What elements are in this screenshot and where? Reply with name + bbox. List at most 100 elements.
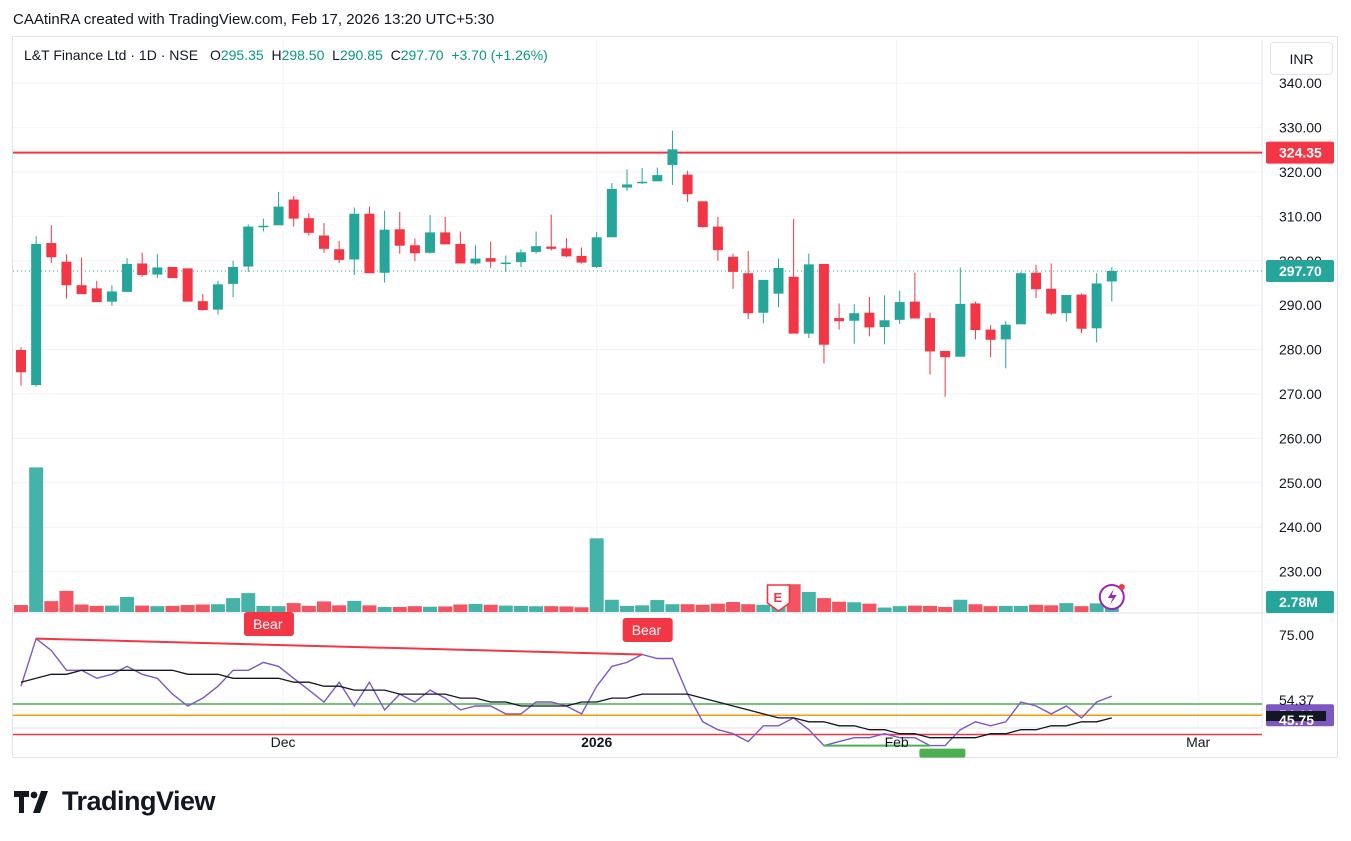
volume-bar — [286, 603, 301, 612]
candle-body[interactable] — [985, 329, 996, 340]
candle-body[interactable] — [1076, 294, 1087, 329]
candle-body[interactable] — [728, 256, 739, 272]
candle-body[interactable] — [167, 267, 178, 279]
price-axis-tick: 320.00 — [1279, 164, 1322, 180]
candle-body[interactable] — [652, 175, 663, 182]
volume-bar — [983, 606, 998, 612]
close-value: 297.70 — [400, 47, 444, 63]
candle-body[interactable] — [31, 243, 42, 386]
candle-body[interactable] — [364, 213, 375, 274]
candle-body[interactable] — [758, 279, 769, 313]
candle-body[interactable] — [106, 291, 117, 302]
candle-body[interactable] — [925, 318, 935, 352]
candle-body[interactable] — [349, 213, 360, 260]
candle-body[interactable] — [76, 285, 87, 295]
candle-body[interactable] — [1046, 288, 1057, 314]
candle-body[interactable] — [743, 273, 754, 314]
candle-body[interactable] — [470, 258, 481, 264]
volume-bar — [726, 601, 741, 612]
candle-body[interactable] — [288, 199, 299, 219]
candle-body[interactable] — [622, 184, 632, 188]
candle-body[interactable] — [561, 248, 572, 257]
candle-body[interactable] — [712, 226, 723, 251]
symbol-name[interactable]: L&T Finance Ltd · 1D · NSE — [24, 47, 199, 63]
candle-body[interactable] — [546, 246, 557, 249]
candle-body[interactable] — [849, 313, 860, 321]
candle-body[interactable] — [970, 303, 981, 331]
candle-body[interactable] — [1015, 273, 1026, 325]
candle-body[interactable] — [182, 268, 193, 302]
candle-body[interactable] — [773, 267, 784, 294]
volume-bar — [907, 605, 922, 612]
candle-body[interactable] — [46, 243, 57, 258]
candle-body[interactable] — [1031, 272, 1042, 290]
candle-body[interactable] — [818, 263, 829, 345]
candle-body[interactable] — [531, 246, 542, 252]
candle-body[interactable] — [152, 267, 163, 275]
volume-bar — [301, 605, 316, 612]
candle-body[interactable] — [485, 258, 496, 262]
candle-body[interactable] — [319, 235, 329, 249]
candle-body[interactable] — [940, 350, 951, 358]
tradingview-logo[interactable]: TradingView — [14, 786, 216, 817]
candle-body[interactable] — [682, 174, 693, 195]
candle-body[interactable] — [667, 149, 678, 165]
candle-body[interactable] — [440, 232, 451, 245]
candle-body[interactable] — [303, 218, 314, 233]
volume-bar — [620, 605, 634, 612]
candle-body[interactable] — [16, 350, 26, 373]
candle-body[interactable] — [515, 252, 526, 263]
candle-body[interactable] — [379, 229, 390, 273]
candle-body[interactable] — [61, 261, 72, 286]
candle-body[interactable] — [697, 201, 708, 228]
candle-body[interactable] — [1091, 283, 1102, 329]
candle-body[interactable] — [803, 264, 814, 334]
price-axis-tick: 230.00 — [1279, 564, 1322, 580]
candle-body[interactable] — [1106, 271, 1117, 282]
candle-body[interactable] — [334, 249, 345, 260]
candle-body[interactable] — [243, 226, 254, 267]
candle-body[interactable] — [91, 288, 102, 303]
candle-body[interactable] — [273, 206, 284, 226]
candle-body[interactable] — [137, 263, 148, 276]
price-axis-tick: 310.00 — [1279, 208, 1322, 224]
volume-bar — [271, 606, 286, 612]
candle-body[interactable] — [409, 245, 420, 254]
candle-body[interactable] — [1061, 294, 1072, 314]
candle-body[interactable] — [894, 302, 905, 320]
candle-body[interactable] — [258, 225, 269, 228]
candle-body[interactable] — [591, 237, 602, 268]
candle-body[interactable] — [122, 263, 133, 292]
volume-bar — [544, 606, 559, 612]
volume-bar — [847, 602, 862, 612]
candle-body[interactable] — [197, 301, 208, 311]
currency-button[interactable]: INR — [1270, 42, 1333, 75]
time-axis-tick: Feb — [885, 734, 909, 750]
candle-body[interactable] — [909, 301, 920, 319]
candle-body[interactable] — [834, 318, 845, 322]
candle-body[interactable] — [955, 303, 966, 357]
volume-bar — [650, 600, 665, 612]
candle-body[interactable] — [637, 181, 648, 184]
candle-body[interactable] — [425, 232, 436, 253]
candle-body[interactable] — [212, 284, 223, 310]
volume-bar — [604, 599, 619, 612]
chart-caption: CAAtinRA created with TradingView.com, F… — [13, 11, 495, 28]
volume-bar — [529, 606, 544, 612]
candle-body[interactable] — [788, 276, 799, 334]
candle-body[interactable] — [879, 320, 890, 327]
volume-bar — [680, 604, 695, 612]
candle-body[interactable] — [394, 229, 405, 246]
candle-body[interactable] — [864, 312, 875, 328]
volume-bar — [423, 606, 438, 612]
earnings-marker[interactable] — [766, 584, 791, 612]
candle-body[interactable] — [576, 255, 587, 263]
candle-body[interactable] — [1000, 324, 1011, 340]
chart-frame — [12, 36, 1338, 758]
time-axis-tick: Mar — [1186, 734, 1210, 750]
candle-body[interactable] — [228, 267, 239, 284]
candle-body[interactable] — [455, 243, 466, 264]
candle-body[interactable] — [606, 188, 617, 238]
candle-body[interactable] — [500, 262, 511, 265]
